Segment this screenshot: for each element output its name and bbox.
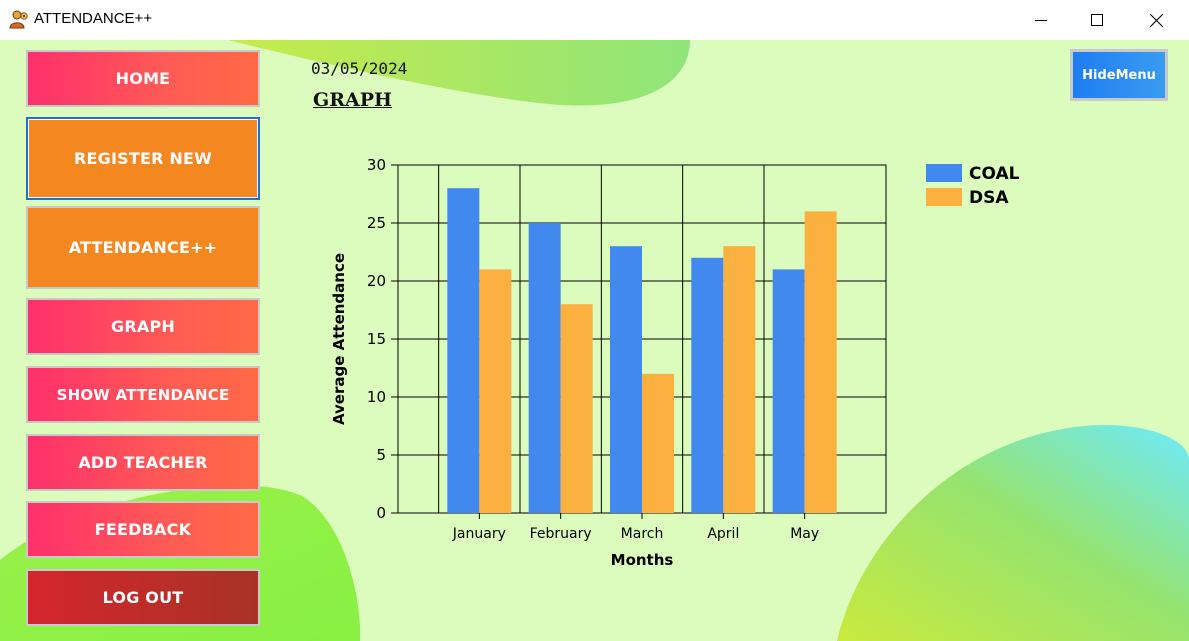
y-tick-label: 20 — [367, 272, 386, 290]
add-teacher-button[interactable]: ADD TEACHER — [26, 434, 260, 491]
x-tick-label: February — [530, 526, 592, 542]
graph-button[interactable]: GRAPH — [26, 298, 260, 355]
feedback-button[interactable]: FEEDBACK — [26, 501, 260, 558]
maximize-icon — [1091, 14, 1103, 26]
y-axis-label: Average Attendance — [330, 253, 348, 425]
legend-label-dsa: DSA — [969, 188, 1009, 208]
app-user-icon — [9, 10, 28, 29]
title-bar[interactable]: ATTENDANCE++ — [0, 0, 1189, 40]
show-attendance-button[interactable]: SHOW ATTENDANCE — [26, 366, 260, 423]
y-tick-label: 0 — [376, 504, 386, 522]
y-tick-label: 10 — [367, 388, 386, 406]
hide-menu-button[interactable]: HideMenu — [1070, 49, 1168, 101]
register-new-button[interactable]: REGISTER NEW — [26, 117, 260, 200]
bar-coal-may — [772, 269, 805, 513]
maximize-button[interactable] — [1068, 0, 1126, 40]
x-tick-label: March — [621, 526, 664, 542]
bar-dsa-january — [479, 269, 512, 513]
y-tick-label: 5 — [376, 446, 386, 464]
window-title: ATTENDANCE++ — [34, 10, 153, 27]
x-axis-label: Months — [611, 551, 674, 569]
y-tick-label: 25 — [367, 214, 386, 232]
legend-label-coal: COAL — [969, 164, 1020, 184]
minimize-icon — [1035, 20, 1047, 21]
x-tick-label: April — [707, 526, 739, 542]
close-button[interactable] — [1127, 0, 1185, 40]
bar-coal-february — [528, 223, 561, 513]
attendance-bar-chart: 0 5 10 15 20 25 30 January February March April May… — [330, 156, 1020, 569]
current-date: 03/05/2024 — [311, 59, 408, 78]
bar-dsa-april — [723, 246, 756, 513]
y-tick-label: 30 — [367, 156, 386, 174]
y-tick-label: 15 — [367, 330, 386, 348]
x-tick-label: May — [790, 526, 819, 542]
main-panel: HOME REGISTER NEW ATTENDANCE++ GRAPH SHO… — [0, 40, 1189, 641]
home-button[interactable]: HOME — [26, 50, 260, 107]
legend-swatch-coal — [926, 164, 962, 182]
log-out-button[interactable]: LOG OUT — [26, 569, 260, 626]
bar-coal-april — [691, 257, 724, 513]
x-tick-label: January — [452, 526, 506, 542]
minimize-button[interactable] — [1012, 0, 1070, 40]
bar-coal-january — [447, 188, 480, 513]
attendance-button[interactable]: ATTENDANCE++ — [26, 206, 260, 289]
bar-coal-march — [610, 246, 642, 513]
page-title: GRAPH — [313, 89, 392, 111]
bar-dsa-may — [804, 211, 837, 513]
bar-dsa-february — [560, 304, 593, 513]
close-icon — [1149, 13, 1163, 27]
bar-dsa-march — [642, 373, 674, 513]
legend-swatch-dsa — [926, 188, 962, 206]
